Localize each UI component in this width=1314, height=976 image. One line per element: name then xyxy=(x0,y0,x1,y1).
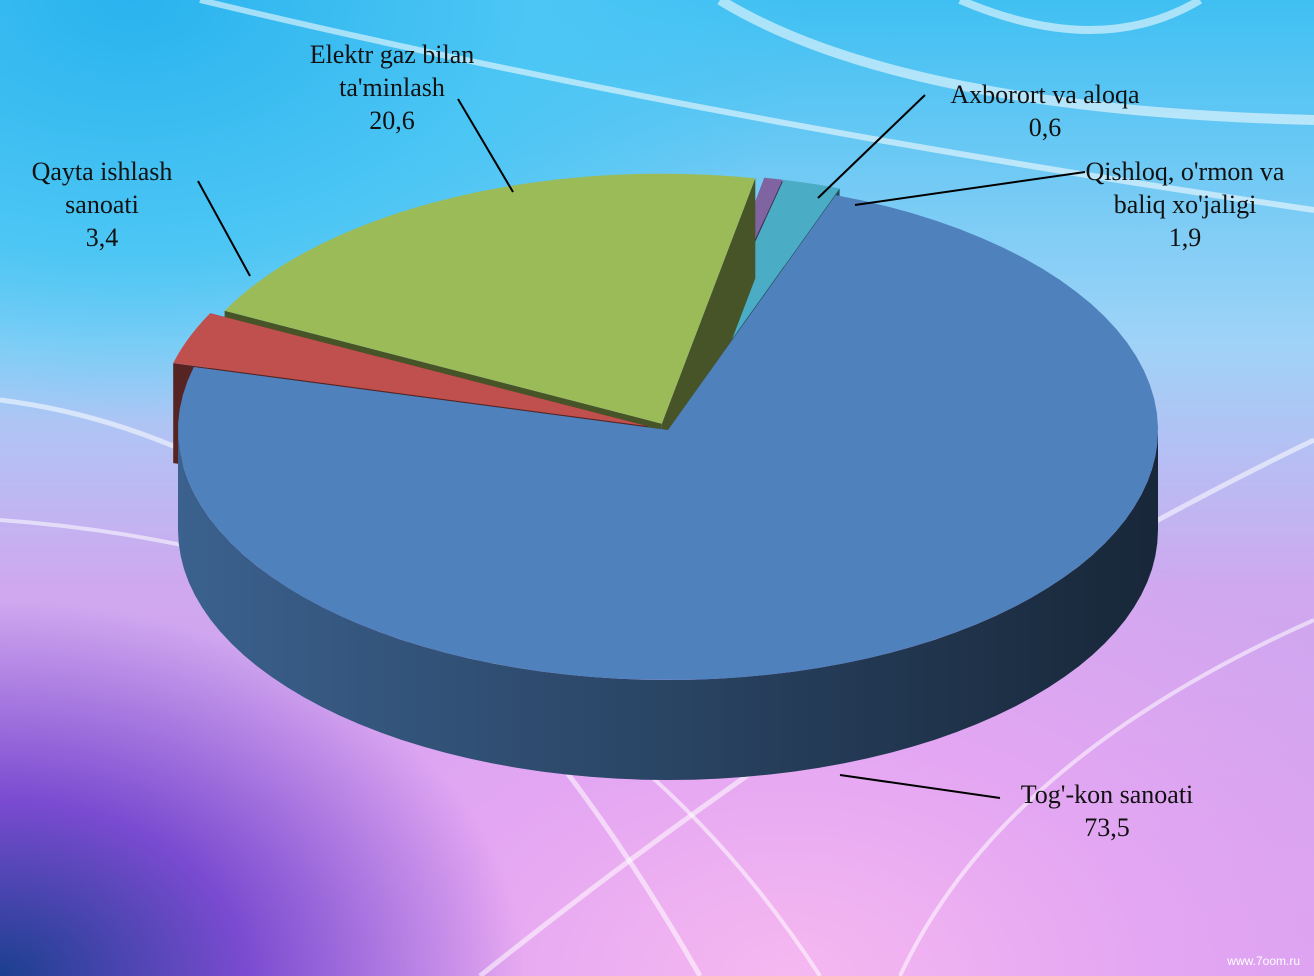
value-label: 0,6 xyxy=(1028,113,1062,142)
value-label: 20,6 xyxy=(369,106,415,135)
category-label: Qishloq, o'rmon va baliq xo'jaligi xyxy=(1085,157,1285,219)
category-label: Qayta ishlash sanoati xyxy=(31,157,173,219)
data-label: Qishloq, o'rmon va baliq xo'jaligi 1,9 xyxy=(1060,155,1310,254)
category-label: Elektr gaz bilan ta'minlash xyxy=(309,40,475,102)
data-label: Axborort va aloqa 0,6 xyxy=(925,78,1165,144)
pie xyxy=(173,173,1159,780)
category-label: Tog'-kon sanoati xyxy=(1020,780,1194,809)
leader-line xyxy=(457,98,514,193)
leader-line xyxy=(817,94,926,199)
slice xyxy=(224,173,756,424)
slice-side xyxy=(178,430,1158,780)
data-label: Qayta ishlash sanoati 3,4 xyxy=(0,155,207,254)
slice xyxy=(178,195,1159,680)
watermark: www.7oom.ru xyxy=(1227,954,1300,968)
data-label: Tog'-kon sanoati 73,5 xyxy=(977,778,1237,844)
value-label: 73,5 xyxy=(1084,813,1130,842)
slice xyxy=(173,313,648,427)
leaders xyxy=(197,94,1086,799)
value-label: 1,9 xyxy=(1168,223,1202,252)
data-label: Elektr gaz bilan ta'minlash 20,6 xyxy=(277,38,507,137)
value-label: 3,4 xyxy=(85,223,119,252)
leader-line xyxy=(839,774,1001,799)
category-label: Axborort va aloqa xyxy=(950,80,1140,109)
leader-line xyxy=(854,171,1086,206)
leader-line xyxy=(197,180,251,277)
